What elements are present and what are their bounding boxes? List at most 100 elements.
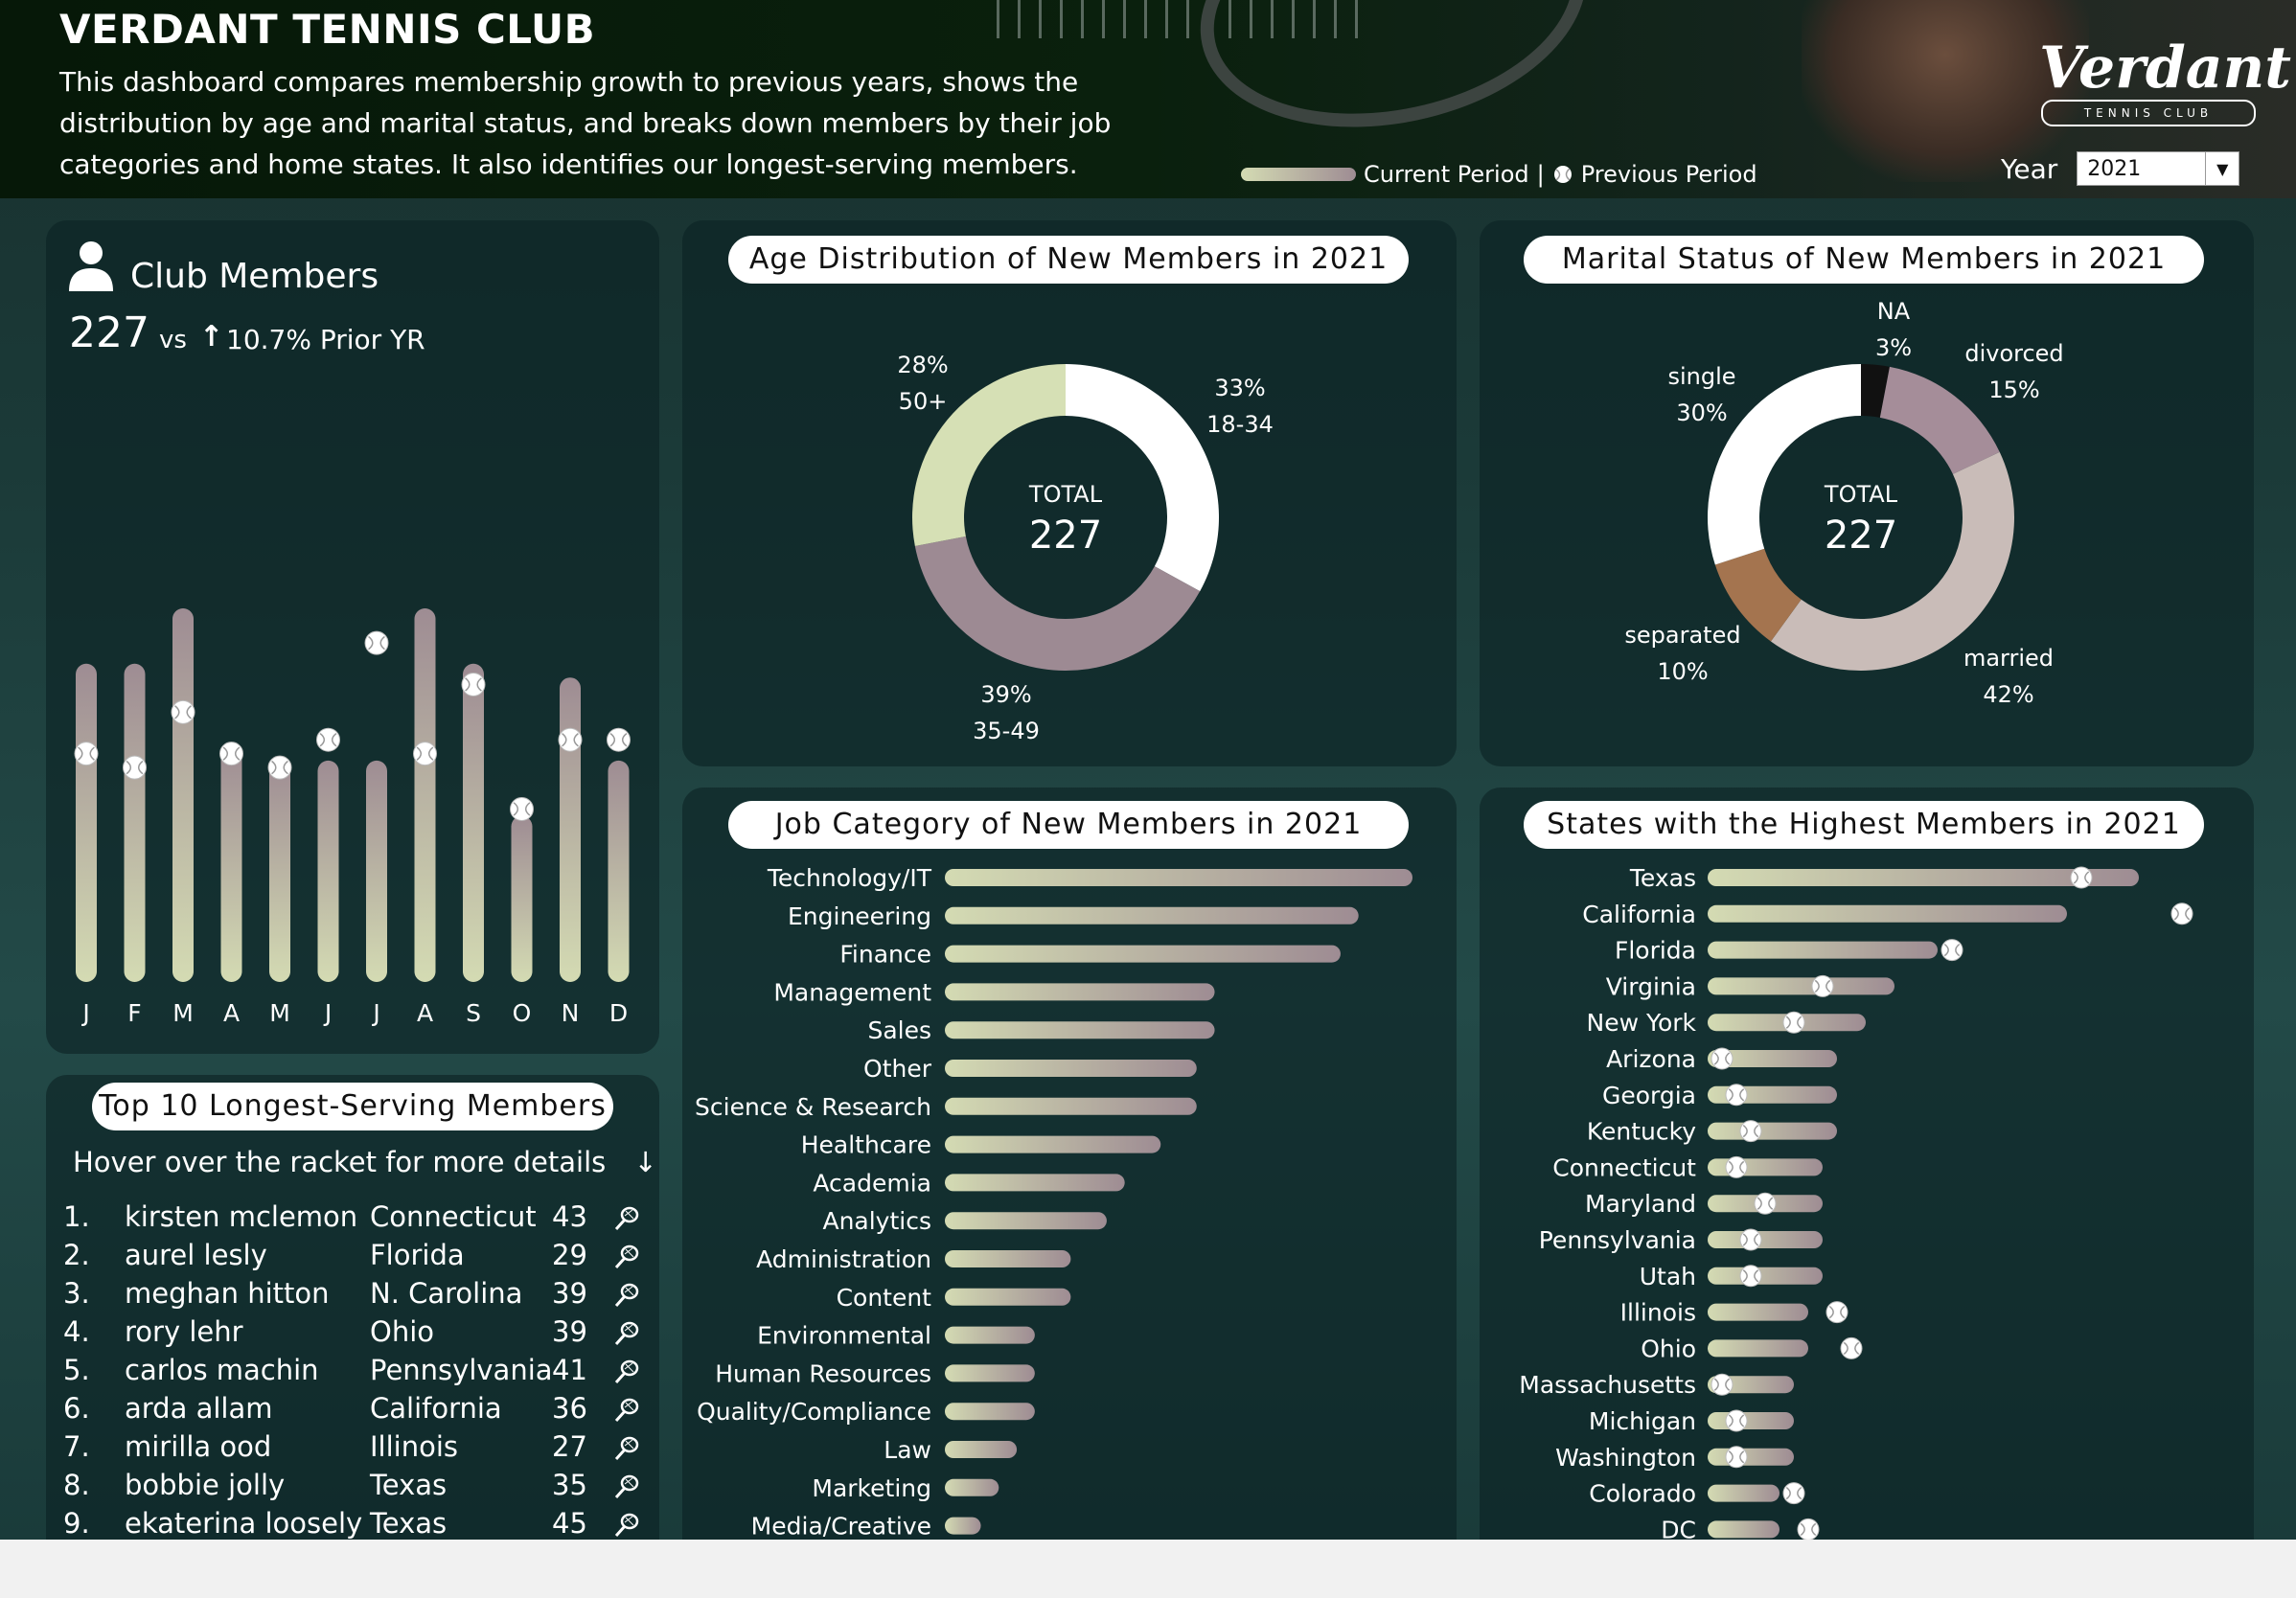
month-bar[interactable]: [220, 746, 242, 982]
bar-academia[interactable]: [945, 1174, 1125, 1192]
bar-arizona[interactable]: [1708, 1050, 1837, 1067]
hand-decoration: [1802, 0, 2089, 182]
donut-label-18-34: 33% 18-34: [1206, 375, 1274, 438]
donut-slice-single[interactable]: [1708, 364, 1861, 565]
chevron-down-icon[interactable]: ▼: [2205, 152, 2239, 185]
club-members-title: Club Members: [130, 257, 379, 296]
bar-management[interactable]: [945, 983, 1215, 1001]
bar-law[interactable]: [945, 1441, 1018, 1458]
racket-icon[interactable]: [613, 1357, 640, 1395]
month-bar[interactable]: [608, 760, 630, 982]
bar-science-research[interactable]: [945, 1097, 1197, 1115]
bar-florida[interactable]: [1708, 941, 1938, 959]
bar-michigan[interactable]: [1708, 1412, 1794, 1429]
bar-washington[interactable]: [1708, 1448, 1794, 1466]
month-bar[interactable]: [124, 663, 146, 982]
month-bar[interactable]: [366, 760, 387, 982]
members-vs: vs: [159, 326, 187, 354]
bar-environmental[interactable]: [945, 1326, 1035, 1344]
month-bar[interactable]: [463, 663, 484, 982]
racket-icon[interactable]: [613, 1280, 640, 1318]
member-name: rory lehr: [125, 1315, 243, 1348]
donut-slice-divorced[interactable]: [1879, 366, 2000, 474]
bar-connecticut[interactable]: [1708, 1158, 1823, 1176]
donut-slice-50[interactable]: [912, 364, 1066, 546]
bar-kentucky[interactable]: [1708, 1122, 1837, 1140]
year-dropdown[interactable]: 2021 ▼: [2077, 151, 2240, 186]
month-bar[interactable]: [269, 760, 290, 982]
bar-texas[interactable]: [1708, 869, 2139, 886]
bar-engineering[interactable]: [945, 906, 1359, 925]
rank: 9.: [63, 1507, 90, 1540]
bar-administration[interactable]: [945, 1250, 1071, 1267]
bar-label-ohio: Ohio: [1641, 1335, 1696, 1362]
age-total-label: TOTAL: [1028, 481, 1103, 508]
month-bar[interactable]: [76, 663, 97, 982]
bar-media-creative[interactable]: [945, 1517, 981, 1535]
previous-period-marker-michigan: [1725, 1409, 1748, 1432]
bar-california[interactable]: [1708, 904, 2067, 923]
longest-serving-title: Top 10 Longest-Serving Members: [92, 1083, 613, 1130]
bar-analytics[interactable]: [945, 1212, 1107, 1230]
legend-current-label: Current Period: [1364, 161, 1529, 188]
current-period-swatch: [1241, 168, 1356, 181]
bar-virginia[interactable]: [1708, 977, 1894, 995]
bar-ohio[interactable]: [1708, 1339, 1808, 1358]
bar-utah[interactable]: [1708, 1267, 1823, 1285]
racket-icon[interactable]: [613, 1510, 640, 1540]
previous-period-marker-florida: [1940, 939, 1963, 962]
month-bar[interactable]: [414, 608, 436, 982]
racket-icon[interactable]: [613, 1395, 640, 1433]
member-years: 29: [552, 1239, 587, 1271]
bar-pennsylvania[interactable]: [1708, 1231, 1823, 1248]
racket-icon[interactable]: [613, 1318, 640, 1357]
bar-other[interactable]: [945, 1060, 1197, 1077]
donut-slice-35-49[interactable]: [914, 536, 1201, 671]
job-title: Job Category of New Members in 2021: [728, 801, 1409, 849]
bar-label-maryland: Maryland: [1585, 1190, 1696, 1218]
donut-slice-na[interactable]: [1861, 364, 1890, 418]
bar-illinois[interactable]: [1708, 1303, 1808, 1321]
bar-quality-compliance[interactable]: [945, 1403, 1035, 1421]
previous-period-marker: [316, 727, 340, 752]
member-name: mirilla ood: [125, 1430, 272, 1463]
page-description: This dashboard compares membership growt…: [59, 66, 1112, 180]
member-state: Illinois: [370, 1430, 459, 1463]
donut-slice-separated[interactable]: [1714, 548, 1802, 642]
bar-technology-it[interactable]: [945, 869, 1412, 886]
month-bar[interactable]: [511, 815, 533, 982]
arrow-up-icon: ↑: [199, 320, 224, 354]
racket-icon[interactable]: [613, 1472, 640, 1510]
bar-label-connecticut: Connecticut: [1552, 1153, 1696, 1181]
previous-period-marker-massachusetts: [1711, 1373, 1733, 1396]
previous-period-marker-ohio: [1840, 1336, 1863, 1359]
month-bar[interactable]: [172, 608, 194, 982]
racket-icon[interactable]: [613, 1242, 640, 1280]
month-label: F: [127, 999, 141, 1027]
bar-label-marketing: Marketing: [812, 1474, 931, 1502]
bar-label-technology-it: Technology/IT: [767, 864, 932, 892]
racket-icon[interactable]: [613, 1203, 640, 1242]
donut-slice-married[interactable]: [1770, 451, 2014, 671]
bar-human-resources[interactable]: [945, 1364, 1035, 1382]
previous-period-marker-colorado: [1782, 1482, 1805, 1505]
month-bar[interactable]: [560, 677, 581, 982]
previous-period-marker-kentucky: [1739, 1120, 1762, 1143]
bar-label-content: Content: [837, 1284, 932, 1312]
club-logo: Verdant TENNIS CLUB: [2030, 34, 2291, 130]
year-value: 2021: [2087, 156, 2142, 181]
bar-finance[interactable]: [945, 945, 1341, 963]
month-label: M: [269, 999, 290, 1027]
donut-slice-18-34[interactable]: [1066, 364, 1219, 592]
month-bar[interactable]: [317, 760, 339, 982]
longest-serving-panel: [46, 1075, 659, 1540]
bar-colorado[interactable]: [1708, 1484, 1779, 1502]
age-panel: [682, 220, 1457, 766]
bar-content[interactable]: [945, 1288, 1071, 1306]
marital-total-value: 227: [1824, 514, 1898, 558]
bar-sales[interactable]: [945, 1021, 1215, 1039]
racket-icon[interactable]: [613, 1433, 640, 1472]
bar-marketing[interactable]: [945, 1478, 999, 1496]
bar-dc[interactable]: [1708, 1520, 1779, 1539]
bar-healthcare[interactable]: [945, 1135, 1161, 1153]
